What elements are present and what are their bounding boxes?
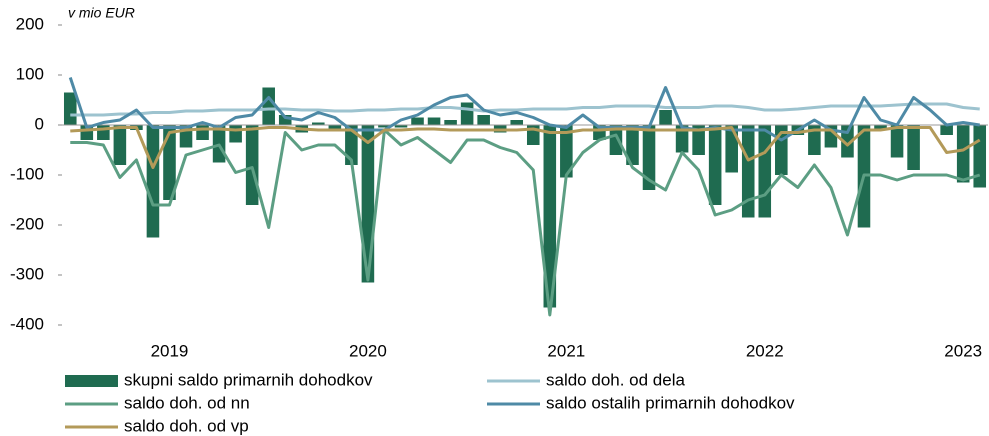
bar: [328, 125, 342, 130]
legend-label: skupni saldo primarnih dohodkov: [124, 370, 373, 389]
bar: [659, 110, 672, 125]
bar: [345, 125, 358, 165]
bar: [278, 115, 292, 125]
bar: [907, 125, 920, 170]
bar: [741, 125, 755, 218]
bar: [444, 120, 457, 125]
bar: [460, 102, 474, 125]
bar: [560, 125, 573, 178]
bar: [245, 125, 259, 205]
legend-swatch: [65, 375, 118, 387]
bar: [63, 92, 77, 125]
bar: [725, 125, 738, 173]
x-tick-label: 2022: [746, 341, 784, 360]
bar: [940, 125, 953, 135]
bar: [973, 125, 987, 188]
bar: [956, 125, 970, 183]
x-tick-label: 2019: [151, 341, 189, 360]
y-tick-label: 100: [16, 64, 44, 83]
bar: [229, 125, 242, 143]
legend-label: saldo doh. od vp: [124, 416, 249, 435]
bar: [113, 125, 127, 165]
bar: [477, 115, 490, 125]
y-tick-label: 200: [16, 14, 44, 33]
legend-label: saldo ostalih primarnih dohodkov: [546, 393, 795, 412]
legend-label: saldo doh. od dela: [546, 370, 685, 389]
legend-label: saldo doh. od nn: [124, 393, 250, 412]
bar: [196, 125, 209, 140]
bar: [890, 125, 904, 158]
bar: [675, 125, 689, 153]
line: [70, 102, 980, 117]
unit-label: v mio EUR: [68, 5, 135, 21]
bar: [708, 125, 722, 205]
bar: [626, 125, 639, 165]
bar: [808, 125, 821, 155]
bar: [692, 125, 705, 155]
y-tick-label: -300: [10, 264, 44, 283]
line: [68, 77, 980, 142]
y-tick-label: -200: [10, 214, 44, 233]
bar: [510, 120, 524, 125]
x-tick-label: 2023: [944, 341, 982, 360]
y-tick-label: 0: [35, 114, 44, 133]
bar: [146, 125, 160, 238]
line: [70, 126, 981, 169]
bar: [874, 125, 887, 130]
y-tick-label: -100: [10, 164, 44, 183]
bar: [262, 87, 275, 125]
x-tick-label: 2021: [547, 341, 585, 360]
bar: [163, 125, 176, 200]
bar: [609, 125, 623, 155]
bar: [378, 125, 391, 128]
bar: [394, 125, 408, 128]
bar: [427, 117, 441, 125]
line: [70, 128, 981, 317]
bar: [642, 125, 656, 190]
bar: [411, 117, 424, 125]
bar: [758, 125, 772, 218]
bar: [543, 125, 557, 308]
x-tick-label: 2020: [349, 341, 387, 360]
bar: [312, 122, 325, 125]
y-tick-label: -400: [10, 314, 44, 333]
